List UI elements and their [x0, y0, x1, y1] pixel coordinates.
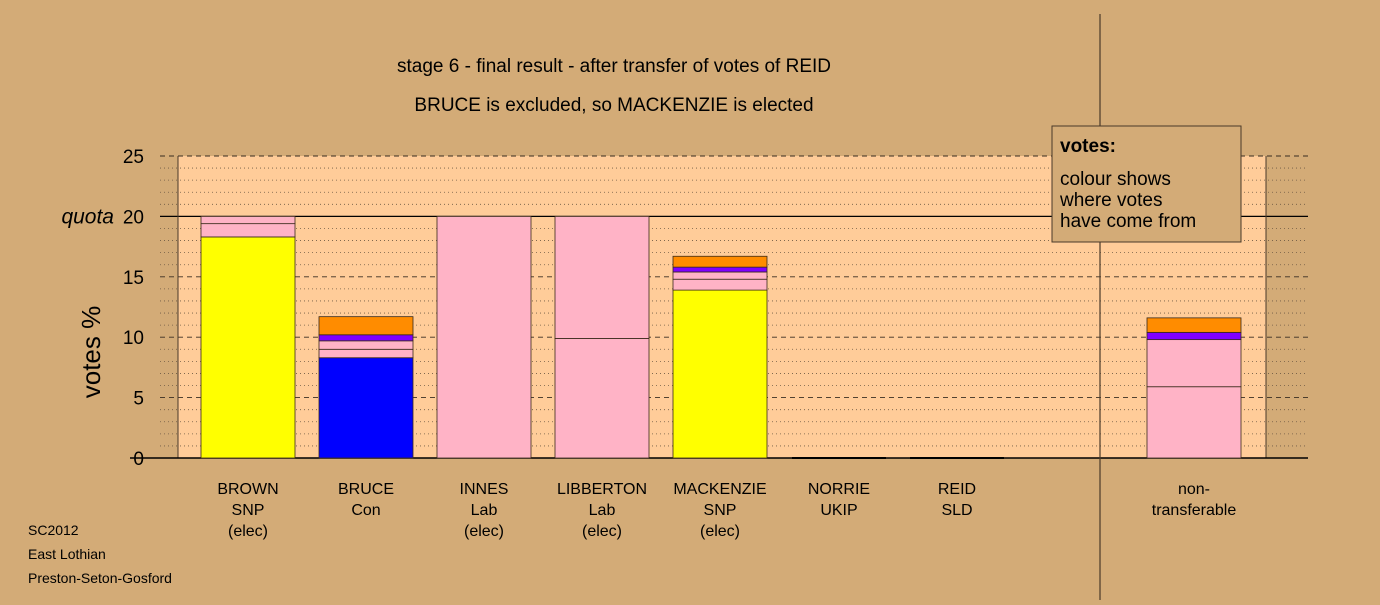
legend: votes: colour shows where votes have com… [1051, 125, 1242, 243]
bar-segment [1146, 339, 1242, 388]
x-tick-label: (elec) [700, 523, 740, 540]
bar-segment [318, 334, 414, 342]
y-tick-label: 15 [123, 268, 144, 289]
x-tick-label: non- [1178, 481, 1210, 498]
bar-segment [1146, 386, 1242, 459]
x-tick-label: Lab [471, 502, 498, 519]
legend-line: where votes [1059, 190, 1162, 211]
x-tick-label: (elec) [582, 523, 622, 540]
x-tick-label: UKIP [820, 502, 857, 519]
x-tick-label: LIBBERTON [557, 481, 647, 498]
y-axis-ticks: 0 5 10 15 20 25 quota [61, 147, 144, 470]
bar-segment [554, 215, 650, 339]
y-axis-label: votes % [76, 306, 106, 399]
bar-segment [318, 357, 414, 459]
y-tick-label: 0 [133, 449, 144, 470]
x-tick-label: Lab [589, 502, 616, 519]
bar-segment [200, 236, 296, 459]
y-tick-label: 5 [133, 389, 144, 410]
y-tick-label: 25 [123, 147, 144, 168]
footer: SC2012 East Lothian Preston-Seton-Gosfor… [28, 522, 172, 586]
x-tick-label: SNP [704, 502, 737, 519]
x-tick-label: BROWN [217, 481, 278, 498]
y-tick-label: 10 [123, 328, 144, 349]
y-tick-label: 20 [123, 207, 144, 228]
bar-segment [672, 278, 768, 291]
bar-segment [672, 255, 768, 268]
bar-segment [672, 271, 768, 280]
x-tick-label: SNP [232, 502, 265, 519]
x-tick-label: INNES [460, 481, 509, 498]
legend-line: colour shows [1060, 169, 1171, 190]
x-tick-label: NORRIE [808, 481, 870, 498]
x-tick-label: BRUCE [338, 481, 394, 498]
x-tick-label: SLD [941, 502, 972, 519]
bar-segment [672, 266, 768, 273]
footer-ward: Preston-Seton-Gosford [28, 570, 172, 586]
x-tick-label: (elec) [228, 523, 268, 540]
legend-line: have come from [1060, 211, 1196, 232]
x-axis-labels: BROWN SNP (elec) BRUCE Con INNES Lab (elec) LIBB… [217, 481, 1236, 540]
x-tick-label: REID [938, 481, 976, 498]
chart-title: stage 6 - final result - after transfer … [397, 56, 831, 77]
chart-subtitle: BRUCE is excluded, so MACKENZIE is elect… [414, 95, 813, 116]
quota-label: quota [61, 205, 114, 228]
bar-segment [672, 289, 768, 459]
legend-box [1051, 125, 1242, 243]
x-tick-label: (elec) [464, 523, 504, 540]
bar-segment [318, 340, 414, 350]
footer-election: SC2012 [28, 522, 79, 538]
bars [200, 215, 1242, 459]
footer-council: East Lothian [28, 546, 106, 562]
bar-segment [1146, 331, 1242, 341]
bar-segment [554, 338, 650, 459]
legend-title: votes: [1060, 136, 1116, 157]
bar-segment [200, 215, 296, 225]
bar-segment [436, 215, 532, 459]
bar-segment [200, 223, 296, 238]
x-tick-label: MACKENZIE [673, 481, 766, 498]
x-tick-label: transferable [1152, 502, 1237, 519]
bar-segment [318, 348, 414, 359]
bar-segment [318, 316, 414, 336]
x-tick-label: Con [351, 502, 380, 519]
bar-segment [1146, 317, 1242, 333]
